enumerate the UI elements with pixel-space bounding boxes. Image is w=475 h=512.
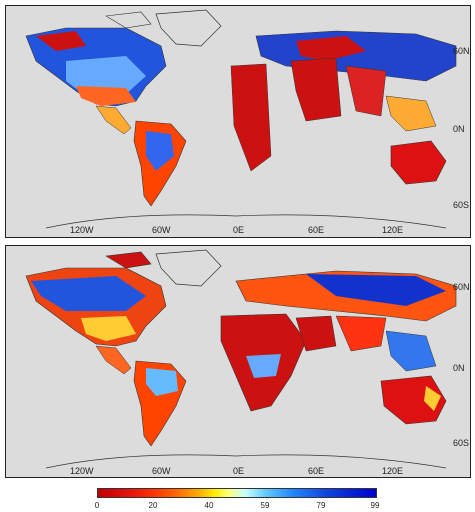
south-america-blue xyxy=(146,131,174,171)
central-america xyxy=(95,345,132,375)
eurasia-red xyxy=(296,36,366,61)
map-panel-bottom: 60N 0N 60S 120W 60W 0E 60E 120E xyxy=(5,245,471,478)
colorbar-tick-99: 99 xyxy=(370,501,380,510)
central-america xyxy=(95,105,132,135)
eurasia-blue xyxy=(306,274,446,306)
lon-label-0e: 0E xyxy=(233,225,245,235)
us-yellow xyxy=(81,316,136,341)
arctic-islands xyxy=(105,251,152,269)
south-asia-region xyxy=(335,315,387,352)
lat-label-0n: 0N xyxy=(453,124,465,134)
north-america-red xyxy=(36,31,86,51)
lat-label-60n: 60N xyxy=(453,46,470,56)
lon-label-60e: 60E xyxy=(308,225,325,235)
lat-label-60s: 60S xyxy=(453,200,470,210)
north-america-blue xyxy=(31,276,146,311)
africa-central xyxy=(246,354,281,378)
africa-strip xyxy=(230,63,272,172)
lon-label-120e: 120E xyxy=(382,225,404,235)
lon-label-120e: 120E xyxy=(382,466,404,476)
lon-label-120w: 120W xyxy=(70,225,94,235)
arctic-islands xyxy=(105,11,152,29)
world-map-bottom xyxy=(25,249,457,469)
colorbar xyxy=(97,488,377,498)
south-america-blue xyxy=(146,368,178,396)
lon-label-60w: 60W xyxy=(152,466,171,476)
greenland-outline xyxy=(155,9,222,47)
colorbar-tick-40: 40 xyxy=(204,501,214,510)
us-south xyxy=(76,86,136,106)
australia-region xyxy=(380,375,447,425)
arabia-region xyxy=(295,315,337,352)
middle-east-strip xyxy=(290,57,342,122)
lon-label-120w: 120W xyxy=(70,466,94,476)
lon-label-0e: 0E xyxy=(233,466,245,476)
se-asia xyxy=(385,330,437,372)
lat-label-60n: 60N xyxy=(453,282,470,292)
north-america-mid xyxy=(66,56,146,96)
lon-label-60w: 60W xyxy=(152,225,171,235)
antarctica-outline xyxy=(45,214,447,229)
australia-region xyxy=(390,140,447,185)
colorbar-tick-59: 59 xyxy=(260,501,270,510)
colorbar-tick-0: 0 xyxy=(94,501,100,510)
australia-east xyxy=(424,386,441,411)
lat-label-0n: 0N xyxy=(453,363,465,373)
world-map-top xyxy=(25,9,457,229)
lon-label-60e: 60E xyxy=(308,466,325,476)
greenland-outline xyxy=(155,249,222,287)
lat-label-60s: 60S xyxy=(453,438,470,448)
colorbar-tick-20: 20 xyxy=(148,501,158,510)
se-asia xyxy=(385,95,437,132)
colorbar-tick-79: 79 xyxy=(316,501,326,510)
antarctica-outline xyxy=(45,454,447,469)
asia-strip xyxy=(345,65,387,117)
map-panel-top: 60N 0N 60S 120W 60W 0E 60E 120E xyxy=(5,5,471,238)
